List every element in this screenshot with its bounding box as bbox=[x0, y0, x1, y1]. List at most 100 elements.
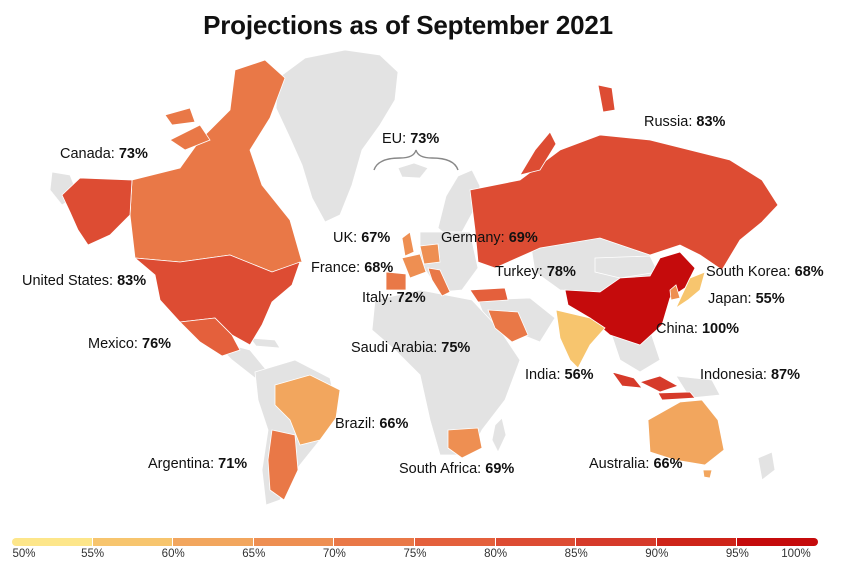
country-value: 75% bbox=[441, 340, 471, 356]
uk-shape bbox=[401, 231, 415, 257]
australia-shape bbox=[647, 399, 725, 466]
legend-tick-label: 50% bbox=[12, 548, 36, 560]
madagascar bbox=[491, 417, 507, 453]
legend-tick-label: 70% bbox=[322, 548, 346, 560]
country-label-brazil: Brazil: 66% bbox=[335, 415, 408, 433]
country-label-india: India: 56% bbox=[525, 366, 594, 384]
legend-segment bbox=[253, 538, 335, 546]
indonesia-shape bbox=[611, 371, 696, 401]
country-value: 56% bbox=[564, 367, 594, 383]
country-label-indonesia: Indonesia: 87% bbox=[700, 366, 800, 384]
country-label-france: France: 68% bbox=[311, 259, 393, 277]
country-name: Indonesia: bbox=[700, 367, 771, 383]
country-name: United States: bbox=[22, 273, 118, 289]
country-value: 87% bbox=[770, 367, 800, 383]
color-legend bbox=[12, 538, 818, 546]
country-label-eu: EU: 73% bbox=[382, 130, 439, 148]
country-value: 73% bbox=[118, 146, 148, 162]
country-name: China: bbox=[656, 321, 702, 337]
japan-shape bbox=[675, 271, 706, 310]
legend-segment bbox=[737, 538, 818, 546]
canada-shape bbox=[129, 59, 303, 273]
country-name: Brazil: bbox=[335, 416, 380, 432]
tasmania-shape bbox=[702, 469, 713, 479]
country-label-south-korea: South Korea: 68% bbox=[706, 263, 824, 281]
country-name: Canada: bbox=[60, 146, 119, 162]
mexico-shape bbox=[179, 317, 241, 357]
legend-tick-label: 55% bbox=[81, 548, 105, 560]
russia-shape bbox=[469, 134, 779, 271]
saudi-shape bbox=[487, 309, 529, 343]
new-zealand bbox=[757, 451, 776, 481]
country-name: France: bbox=[311, 260, 365, 276]
country-label-russia: Russia: 83% bbox=[644, 113, 725, 131]
usa-shape bbox=[133, 254, 301, 346]
country-name: Italy: bbox=[362, 290, 397, 306]
country-value: 69% bbox=[508, 230, 538, 246]
germany-shape bbox=[419, 243, 441, 265]
country-name: South Africa: bbox=[399, 461, 486, 477]
legend-tick-label: 60% bbox=[161, 548, 185, 560]
country-name: Japan: bbox=[708, 291, 756, 307]
italy-shape bbox=[427, 267, 451, 297]
iceland bbox=[397, 162, 429, 179]
russia-north bbox=[519, 84, 616, 176]
country-label-argentina: Argentina: 71% bbox=[148, 455, 247, 473]
alaska-shape bbox=[61, 177, 133, 246]
country-value: 73% bbox=[410, 131, 440, 147]
france-shape bbox=[401, 253, 427, 279]
country-value: 83% bbox=[696, 114, 726, 130]
country-label-united-states: United States: 83% bbox=[22, 272, 146, 290]
country-value: 71% bbox=[218, 456, 248, 472]
legend-segment bbox=[495, 538, 577, 546]
country-label-turkey: Turkey: 78% bbox=[495, 263, 576, 281]
country-value: 68% bbox=[364, 260, 394, 276]
country-value: 100% bbox=[701, 321, 740, 337]
legend-tick-label: 65% bbox=[242, 548, 266, 560]
country-label-italy: Italy: 72% bbox=[362, 289, 426, 307]
country-label-canada: Canada: 73% bbox=[60, 145, 148, 163]
legend-segment bbox=[576, 538, 657, 546]
country-name: Germany: bbox=[441, 230, 509, 246]
legend-tick-label: 85% bbox=[564, 548, 588, 560]
country-value: 68% bbox=[794, 264, 824, 280]
country-name: Mexico: bbox=[88, 336, 142, 352]
country-label-uk: UK: 67% bbox=[333, 229, 390, 247]
country-label-australia: Australia: 66% bbox=[589, 455, 683, 473]
country-label-germany: Germany: 69% bbox=[441, 229, 538, 247]
country-label-japan: Japan: 55% bbox=[708, 290, 785, 308]
legend-segment bbox=[12, 538, 93, 546]
south-africa-shape bbox=[447, 427, 483, 459]
legend-segment bbox=[656, 538, 738, 546]
south-korea-shape bbox=[669, 284, 681, 301]
argentina-shape bbox=[267, 429, 299, 501]
country-name: Turkey: bbox=[495, 264, 547, 280]
country-name: India: bbox=[525, 367, 565, 383]
country-value: 67% bbox=[361, 230, 391, 246]
country-name: Saudi Arabia: bbox=[351, 340, 442, 356]
world-map bbox=[49, 49, 779, 506]
legend-segment bbox=[173, 538, 254, 546]
eu-brace bbox=[373, 149, 459, 171]
country-value: 55% bbox=[755, 291, 785, 307]
country-name: UK: bbox=[333, 230, 362, 246]
country-value: 66% bbox=[653, 456, 683, 472]
spain-shape bbox=[385, 271, 407, 291]
mongolia bbox=[594, 255, 659, 279]
country-name: Russia: bbox=[644, 114, 697, 130]
country-name: South Korea: bbox=[706, 264, 795, 280]
turkey-shape bbox=[469, 287, 509, 303]
country-name: Australia: bbox=[589, 456, 654, 472]
legend-tick-label: 90% bbox=[645, 548, 669, 560]
country-value: 76% bbox=[142, 336, 172, 352]
caribbean bbox=[249, 337, 281, 349]
legend-segment bbox=[92, 538, 174, 546]
country-name: Argentina: bbox=[148, 456, 219, 472]
legend-tick-label: 95% bbox=[725, 548, 749, 560]
legend-segment bbox=[334, 538, 415, 546]
legend-tick-label: 100% bbox=[781, 548, 811, 560]
country-value: 66% bbox=[379, 416, 409, 432]
country-value: 78% bbox=[546, 264, 576, 280]
country-value: 72% bbox=[396, 290, 426, 306]
legend-tick-label: 75% bbox=[403, 548, 427, 560]
